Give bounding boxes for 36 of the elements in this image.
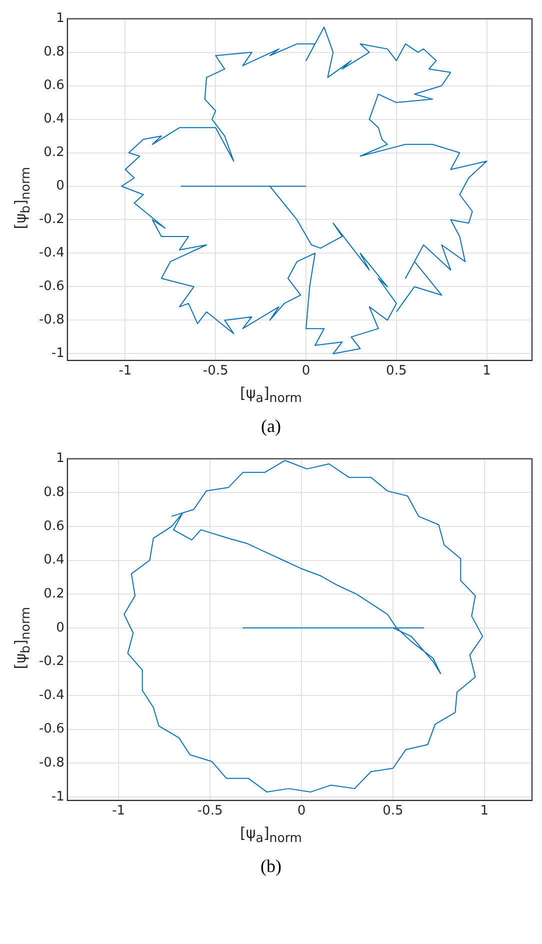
- x-tick-label: 0.5: [386, 364, 407, 379]
- x-axis-title: [ψ$_{a}$]$_{norm}$: [239, 384, 303, 405]
- x-tick-label: -0.5: [202, 364, 228, 379]
- y-tick-label: -0.2: [38, 654, 64, 670]
- y-tick-label: -1: [51, 346, 64, 362]
- y-tick-label: -0.6: [38, 722, 64, 737]
- y-tick-label: -0.8: [38, 756, 64, 771]
- text: (a): [260, 416, 282, 437]
- y-tick-label: 0: [56, 620, 64, 636]
- y-tick-label: 0.8: [44, 484, 64, 500]
- x-tick-label: -1: [112, 804, 126, 819]
- y-tick-label: 1: [56, 451, 64, 466]
- x-tick-label: -0.5: [197, 804, 223, 819]
- y-tick-label: -0.8: [38, 312, 64, 328]
- y-tick-label: -0.4: [38, 246, 64, 261]
- y-tick-label: -0.4: [38, 688, 64, 703]
- y-tick-label: 0.6: [44, 78, 64, 94]
- y-tick-label: 0.4: [44, 112, 64, 127]
- y-tick-label: -0.2: [38, 212, 64, 228]
- y-tick-label: 0.2: [44, 586, 64, 602]
- x-tick-label: 0: [302, 364, 310, 379]
- y-tick-label: 0.4: [44, 552, 64, 568]
- y-tick-label: 0: [56, 178, 64, 194]
- y-tick-label: 1: [56, 11, 64, 26]
- x-tick-label: 0.5: [382, 804, 404, 819]
- y-tick-label: 0.6: [44, 518, 64, 534]
- x-tick-label: 1: [480, 804, 489, 819]
- y-tick-label: -1: [51, 789, 64, 804]
- y-tick-label: 0.8: [44, 44, 64, 60]
- x-tick-label: 0: [297, 804, 306, 819]
- x-tick-label: 1: [482, 364, 491, 379]
- x-axis-title: [ψ$_{a}$]$_{norm}$: [239, 824, 303, 845]
- y-tick-label: 0.2: [44, 145, 64, 160]
- y-tick-label: -0.6: [38, 279, 64, 294]
- text: (b): [260, 856, 282, 877]
- x-tick-label: -1: [118, 364, 132, 379]
